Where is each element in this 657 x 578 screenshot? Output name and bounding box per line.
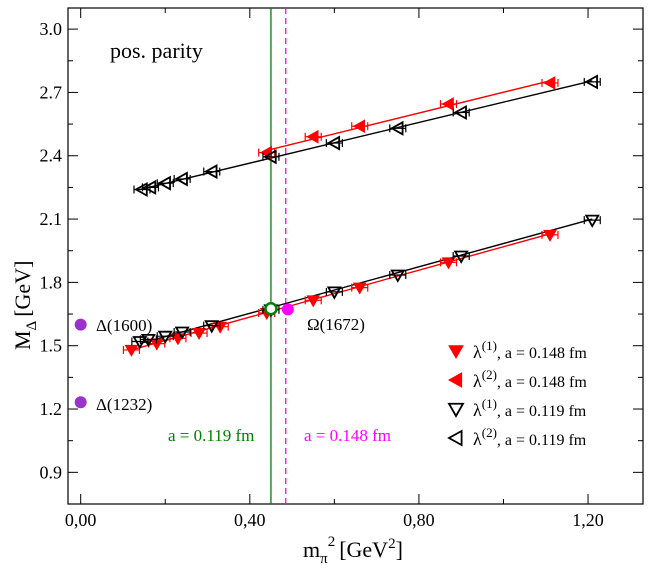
legend-label: λ(1), a = 0.148 fm <box>473 338 587 362</box>
plot-frame <box>67 7 644 505</box>
data-point <box>203 164 218 180</box>
exp-label-delta1232: Δ(1232) <box>96 395 152 414</box>
data-point <box>326 135 341 151</box>
data-point <box>142 179 157 195</box>
y-tick-label: 0.9 <box>40 462 63 482</box>
legend-label: λ(1), a = 0.119 fm <box>473 396 587 420</box>
exp-label-omega1672: Ω(1672) <box>307 315 365 334</box>
y-tick-label: 2.4 <box>40 146 63 166</box>
data-point <box>174 171 188 187</box>
data-point <box>124 344 139 357</box>
experimental-point <box>281 303 294 316</box>
data-point <box>543 229 557 242</box>
panel-label: pos. parity <box>110 38 203 63</box>
data-point <box>306 295 321 308</box>
ref-label-a0148: a = 0.148 fm <box>304 426 391 445</box>
data-point <box>204 320 220 334</box>
x-tick-label: 0,80 <box>403 510 435 530</box>
fit-line <box>266 80 551 152</box>
axis-ticks: 0.9 1.2 1.5 1.8 2.1 2.4 2.7 3.0 0,00 0,40 0,80 1,20 <box>40 8 643 530</box>
data-point <box>352 282 367 295</box>
data-point <box>389 120 404 136</box>
data-point <box>584 74 598 90</box>
legend-marker <box>447 372 463 388</box>
data-markers <box>74 74 601 409</box>
y-tick-label: 2.1 <box>40 209 63 229</box>
y-axis-title: MΔ[GeV] <box>10 261 40 350</box>
data-point <box>157 330 173 345</box>
legend: λ(1), a = 0.148 fm λ(2), a = 0.148 fm λ(1)… <box>447 338 587 449</box>
x-tick-label: 0,00 <box>65 510 97 530</box>
y-tick-label: 1.8 <box>40 272 63 292</box>
data-point <box>441 97 454 111</box>
data-point <box>326 286 342 300</box>
data-point <box>453 104 467 121</box>
y-tick-label: 1.5 <box>40 336 63 356</box>
data-point <box>306 129 319 144</box>
data-point <box>390 269 406 283</box>
reference-lines <box>270 8 287 504</box>
experimental-point <box>74 396 87 409</box>
data-point <box>352 119 366 134</box>
legend-marker <box>448 345 464 360</box>
y-tick-label: 3.0 <box>40 19 63 39</box>
data-point <box>441 257 456 270</box>
x-tick-label: 1,20 <box>572 510 604 530</box>
data-point <box>174 326 190 340</box>
y-tick-label: 2.7 <box>40 82 63 102</box>
x-axis-title: mπ2 [GeV2] <box>303 534 403 567</box>
experimental-point <box>74 318 87 331</box>
legend-label: λ(2), a = 0.119 fm <box>473 425 587 449</box>
legend-label: λ(2), a = 0.148 fm <box>473 367 587 391</box>
x-tick-label: 0,40 <box>234 510 266 530</box>
data-point <box>263 149 277 165</box>
legend-marker <box>447 429 463 447</box>
data-point <box>140 333 156 348</box>
data-point <box>584 214 600 228</box>
data-point <box>157 175 171 191</box>
legend-marker <box>447 402 465 418</box>
y-tick-label: 1.2 <box>40 399 63 419</box>
data-point <box>542 76 556 90</box>
ref-label-a0119: a = 0.119 fm <box>168 426 254 445</box>
annotation-labels: a = 0.119 fm a = 0.148 fm Δ(1600) Δ(1232… <box>96 315 391 445</box>
exp-label-delta1600: Δ(1600) <box>96 316 152 335</box>
data-point <box>453 250 469 264</box>
physical-point <box>264 302 278 316</box>
data-point <box>192 328 206 341</box>
